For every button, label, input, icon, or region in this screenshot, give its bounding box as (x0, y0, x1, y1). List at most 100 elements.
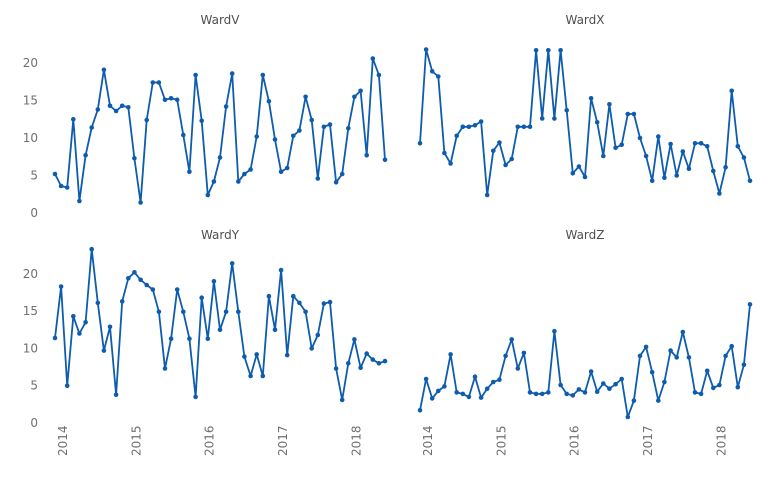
data-point-marker (64, 185, 70, 190)
x-tick-label: 2014 (421, 425, 435, 456)
data-point-marker (291, 133, 296, 139)
data-point-marker (533, 391, 539, 397)
data-point-marker (729, 343, 734, 349)
data-point-marker (162, 97, 168, 103)
data-point-marker (126, 105, 131, 110)
data-point-marker (370, 357, 376, 362)
data-point-marker (223, 104, 229, 109)
data-point-marker (352, 337, 357, 342)
data-point-marker (539, 116, 545, 121)
data-point-marker (417, 141, 423, 146)
data-point-marker (601, 153, 606, 159)
data-point-marker (546, 390, 551, 395)
data-point-marker (723, 353, 728, 359)
y-tick-label: 10 (23, 341, 38, 355)
data-point-marker (674, 173, 679, 178)
data-point-marker (346, 361, 351, 366)
data-point-marker (113, 392, 119, 398)
data-point-marker (478, 395, 484, 400)
data-point-marker (284, 165, 290, 171)
panel-title-wardy: WardY (201, 228, 240, 242)
data-point-marker (77, 331, 82, 336)
wardz-panel: 2014 2015 2016 2017 2018 (417, 302, 753, 456)
data-point-marker (83, 320, 88, 325)
data-point-marker (472, 123, 478, 128)
data-point-marker (588, 96, 594, 101)
data-point-marker (570, 393, 576, 398)
data-point-marker (442, 384, 447, 389)
wardx-data-points (417, 47, 753, 198)
data-point-marker (144, 282, 149, 288)
data-point-marker (138, 200, 143, 205)
data-point-marker (631, 111, 637, 117)
data-point-marker (662, 379, 667, 385)
data-point-marker (613, 145, 618, 151)
x-tick-label: 2015 (129, 425, 143, 456)
y-tick-label: 20 (23, 267, 38, 281)
data-point-marker (132, 156, 137, 161)
data-point-marker (187, 169, 192, 175)
data-point-marker (119, 299, 125, 304)
data-point-marker (370, 56, 376, 61)
data-point-marker (315, 176, 321, 181)
data-point-marker (637, 135, 643, 141)
data-point-marker (649, 178, 655, 184)
data-point-marker (101, 348, 107, 353)
data-point-marker (333, 366, 339, 371)
data-point-marker (509, 156, 514, 162)
data-point-marker (266, 99, 272, 104)
data-point-marker (229, 71, 235, 76)
data-point-marker (741, 155, 747, 160)
data-point-marker (594, 120, 600, 125)
data-point-marker (466, 394, 472, 400)
data-point-marker (478, 119, 484, 124)
data-point-marker (576, 164, 582, 169)
data-point-marker (619, 376, 624, 382)
data-point-marker (382, 358, 388, 364)
data-point-marker (747, 178, 753, 184)
data-point-marker (132, 270, 137, 275)
data-point-marker (291, 293, 296, 299)
data-point-marker (254, 352, 259, 357)
x-tick-label: 2018 (349, 425, 363, 456)
data-point-marker (454, 390, 460, 395)
data-point-marker (162, 366, 168, 371)
data-point-marker (144, 117, 149, 123)
data-point-marker (515, 124, 521, 130)
data-point-marker (692, 390, 698, 395)
data-point-marker (454, 133, 460, 139)
data-point-marker (570, 171, 576, 176)
data-point-marker (211, 279, 217, 284)
data-point-marker (382, 157, 388, 163)
x-tick-label: 2016 (568, 425, 582, 456)
data-point-marker (181, 132, 186, 138)
data-point-marker (711, 168, 716, 174)
data-point-marker (236, 179, 241, 184)
data-point-marker (448, 161, 453, 166)
data-point-marker (248, 373, 253, 379)
data-point-marker (309, 117, 315, 123)
data-point-marker (698, 141, 704, 146)
data-point-marker (643, 153, 649, 159)
data-point-marker (607, 386, 612, 392)
y-tick-label: 10 (23, 131, 38, 145)
wardz-series-line (419, 303, 751, 418)
data-point-marker (236, 309, 241, 315)
data-point-marker (260, 373, 266, 379)
data-point-marker (193, 394, 198, 400)
data-point-marker (436, 74, 441, 79)
data-point-marker (327, 299, 333, 305)
data-point-marker (52, 335, 58, 341)
data-point-marker (747, 302, 753, 307)
data-point-marker (656, 134, 661, 139)
data-point-marker (686, 355, 692, 360)
data-point-marker (704, 368, 710, 374)
data-point-marker (527, 390, 533, 395)
data-point-marker (582, 174, 588, 180)
data-point-marker (193, 72, 198, 78)
data-point-marker (423, 376, 429, 382)
data-point-marker (613, 381, 618, 387)
data-point-marker (631, 398, 637, 403)
data-point-marker (339, 397, 345, 403)
